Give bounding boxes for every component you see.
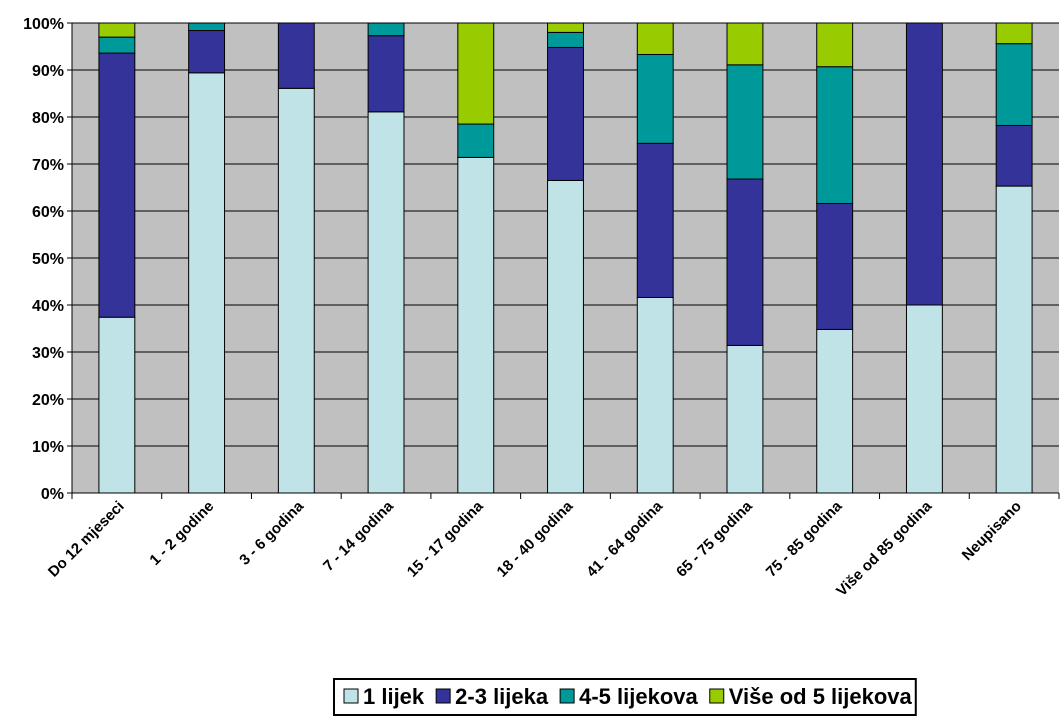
bar-segment <box>277 87 315 494</box>
legend-label: 1 lijek <box>363 684 425 709</box>
bar-segment <box>277 22 315 89</box>
legend-label: Više od 5 lijekova <box>729 684 913 709</box>
bar-segment <box>995 185 1033 494</box>
legend: 1 lijek 2-3 lijeka 4-5 lijekova Više od 5 l… <box>333 678 917 716</box>
y-tick-label: 80% <box>32 110 64 127</box>
y-tick-label: 30% <box>32 345 64 362</box>
bar-segment <box>547 31 584 48</box>
bar-segment <box>636 296 674 494</box>
x-tick-label: 65 - 75 godina <box>673 497 756 580</box>
y-tick-label: 0% <box>41 486 64 503</box>
bar-segment <box>995 124 1033 187</box>
x-tick-label: 3 - 6 godina <box>236 497 307 568</box>
bar-segment <box>636 53 674 144</box>
y-tick-label: 70% <box>32 157 64 174</box>
bar-segment <box>188 30 226 74</box>
bar-segment <box>726 22 764 66</box>
bar-segment <box>457 22 495 125</box>
bar-segment <box>98 36 136 54</box>
y-tick-label: 10% <box>32 439 64 456</box>
y-tick-label: 20% <box>32 392 64 409</box>
x-tick-label: Više od 85 godina <box>833 497 935 599</box>
x-tick-label: 15 - 17 godina <box>404 497 487 580</box>
y-tick-label: 40% <box>32 298 64 315</box>
bar-segment <box>547 179 584 494</box>
bar-segment <box>995 22 1033 45</box>
bar-segment <box>188 22 226 32</box>
legend-label: 2-3 lijeka <box>455 684 549 709</box>
x-tick-label: 7 - 14 godina <box>320 497 397 574</box>
bar-segment <box>367 111 405 494</box>
x-tick-label: 18 - 40 godina <box>494 497 577 580</box>
bar-segment <box>188 72 226 494</box>
bar-segment <box>98 22 136 38</box>
x-tick-label: 41 - 64 godina <box>583 497 666 580</box>
bar-segment <box>816 202 854 330</box>
y-tick-label: 90% <box>32 63 64 80</box>
x-tick-label: 75 - 85 godina <box>763 497 846 580</box>
bar-segment <box>636 22 674 55</box>
bar-segment <box>98 316 136 494</box>
bar-segment <box>457 123 495 158</box>
legend-swatch <box>559 688 575 704</box>
bar-segment <box>816 66 854 204</box>
bar-segment <box>726 64 764 180</box>
legend-swatch <box>343 688 359 704</box>
legend-swatch <box>435 688 451 704</box>
legend-swatch <box>709 688 725 704</box>
legend-box <box>333 678 917 716</box>
bar-segment <box>547 46 584 181</box>
bar-segment <box>726 344 764 494</box>
bar-segment <box>367 22 405 37</box>
bar-segment <box>636 142 674 298</box>
bar-segment <box>726 178 764 346</box>
legend-label: 4-5 lijekova <box>579 684 698 709</box>
bar-segment <box>905 22 943 306</box>
bar-segment <box>457 156 495 494</box>
bar-segment <box>547 22 584 33</box>
bar-segment <box>816 328 854 494</box>
y-tick-label: 60% <box>32 204 64 221</box>
x-tick-label: 1 - 2 godine <box>146 498 217 569</box>
x-tick-label: Neupisano <box>959 498 1025 564</box>
bar-segment <box>98 52 136 318</box>
y-tick-label: 50% <box>32 251 64 268</box>
bar-segment <box>816 22 854 68</box>
y-tick-label: 100% <box>23 16 64 33</box>
bar-segment <box>905 304 943 494</box>
bar-segment <box>995 43 1033 126</box>
bar-segment <box>367 35 405 113</box>
x-tick-label: Do 12 mjeseci <box>45 498 128 581</box>
